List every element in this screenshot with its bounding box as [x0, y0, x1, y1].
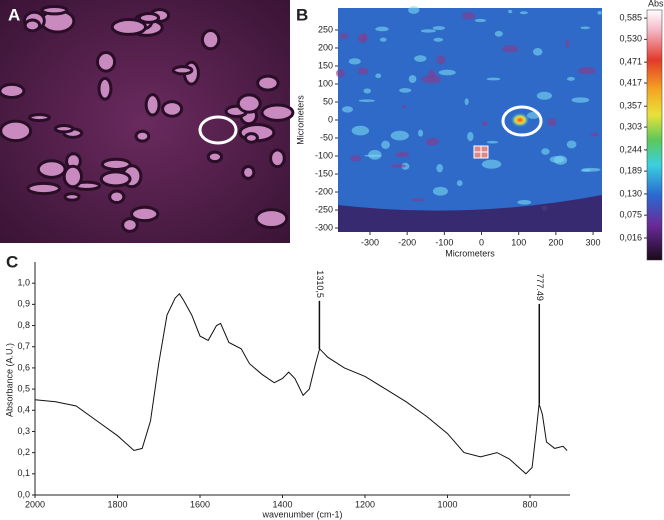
x-tick-label: 300 — [586, 237, 601, 247]
colorbar-tick-label: 0,189 — [619, 166, 642, 176]
y-tick-label: 0,0 — [17, 489, 30, 499]
panel-label: A — [8, 5, 20, 24]
x-tick-label: -200 — [398, 237, 416, 247]
colorbar-tick-label: 0,303 — [619, 121, 642, 131]
panel-label: B — [296, 5, 308, 24]
panel-label: C — [6, 252, 18, 271]
y-tick-label: -100 — [315, 150, 333, 160]
x-axis-label: wavenumber (cm-1) — [261, 509, 342, 519]
x-tick-label: -100 — [435, 237, 453, 247]
x-tick-label: 1800 — [107, 499, 127, 509]
colorbar-title: Abs — [648, 0, 664, 8]
colorbar-tick-label: 0,471 — [619, 57, 642, 67]
y-tick-label: 0,8 — [17, 320, 30, 330]
histology-image — [0, 0, 295, 243]
y-tick-label: 150 — [318, 60, 333, 70]
x-tick-label: 200 — [548, 237, 563, 247]
colorbar-tick-label: 0,016 — [619, 232, 642, 242]
y-tick-label: 0,4 — [17, 405, 30, 415]
colorbar-tick-label: 0,530 — [619, 34, 642, 44]
x-tick-label: 0 — [479, 237, 484, 247]
peak-label: 777.49 — [535, 273, 545, 301]
spectrum-line — [34, 293, 568, 475]
y-tick-label: 1,0 — [17, 278, 30, 288]
y-axis-label: Absorbance (A.U.) — [4, 343, 14, 417]
y-tick-label: 0,9 — [17, 299, 30, 309]
y-tick-label: -200 — [315, 186, 333, 196]
y-tick-label: -50 — [320, 132, 333, 142]
y-tick-label: 50 — [323, 96, 333, 106]
y-axis-label: Micrometers — [295, 95, 305, 145]
colorbar-tick-label: 0,244 — [619, 144, 642, 154]
y-tick-label: -150 — [315, 168, 333, 178]
x-tick-label: 1400 — [272, 499, 292, 509]
y-tick-label: 0,5 — [17, 383, 30, 393]
colorbar-tick-label: 0,417 — [619, 77, 642, 87]
x-tick-label: -300 — [361, 237, 379, 247]
x-tick-label: 2000 — [25, 499, 45, 509]
y-tick-label: 0,3 — [17, 426, 30, 436]
colorbar-tick-label: 0,075 — [619, 210, 642, 220]
x-tick-label: 800 — [522, 499, 537, 509]
x-tick-label: 1600 — [190, 499, 210, 509]
y-tick-label: 0,6 — [17, 362, 30, 372]
y-tick-label: 250 — [318, 24, 333, 34]
x-tick-label: 100 — [511, 237, 526, 247]
y-tick-label: 0 — [328, 114, 333, 124]
y-tick-label: 100 — [318, 78, 333, 88]
x-axis-label: Micrometers — [445, 248, 495, 258]
colorbar-tick-label: 0,130 — [619, 188, 642, 198]
y-tick-label: 200 — [318, 42, 333, 52]
colorbar-tick-label: 0,357 — [619, 101, 642, 111]
y-tick-label: -250 — [315, 204, 333, 214]
y-tick-label: -300 — [315, 222, 333, 232]
x-tick-label: 1200 — [355, 499, 375, 509]
x-tick-label: 1000 — [437, 499, 457, 509]
y-tick-label: 0,1 — [17, 468, 30, 478]
y-tick-label: 0,7 — [17, 341, 30, 351]
chemical-map — [335, 6, 663, 261]
peak-label: 1310,5 — [315, 270, 325, 298]
y-tick-label: 0,2 — [17, 447, 30, 457]
colorbar-tick-label: 0,585 — [619, 12, 642, 22]
